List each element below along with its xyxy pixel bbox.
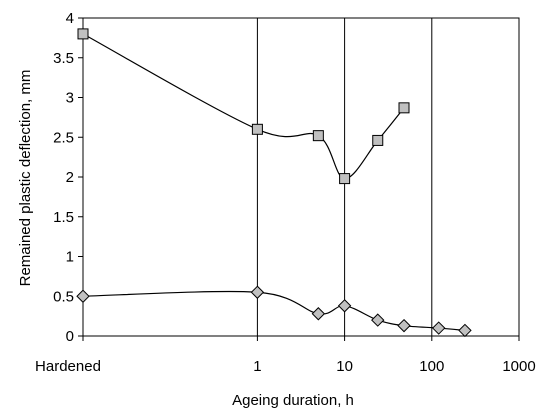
x-tick-label: 1000 (502, 358, 535, 375)
marker (250, 285, 265, 299)
marker (339, 173, 351, 185)
y-tick-label: 0.5 (53, 288, 74, 305)
plot-frame (82, 17, 520, 337)
marker (76, 289, 90, 303)
y-tick-label: 0 (66, 328, 74, 345)
x-tick-label: 1 (253, 358, 261, 375)
y-tick-label: 3.5 (53, 50, 74, 67)
y-tick-label: 2 (66, 169, 74, 186)
marker (312, 130, 324, 142)
x-axis-label: Ageing duration, h (232, 392, 354, 409)
y-tick-label: 1.5 (53, 209, 74, 226)
y-tick-label: 1 (66, 249, 74, 266)
x-tick-label: 100 (419, 358, 444, 375)
y-tick-label: 2.5 (53, 129, 74, 146)
x-tick-label: Hardened (35, 358, 101, 375)
marker (371, 313, 385, 327)
marker (398, 102, 410, 114)
marker (372, 134, 384, 146)
series-line (82, 33, 405, 180)
marker (77, 28, 89, 40)
y-axis-label: Remained plastic deflection, mm (17, 70, 34, 287)
marker (311, 307, 326, 321)
marker (251, 123, 263, 135)
x-tick-label: 10 (336, 358, 353, 375)
marker (458, 323, 472, 338)
y-tick-label: 3 (66, 90, 74, 107)
marker (337, 299, 352, 313)
y-tick-label: 4 (66, 10, 74, 27)
marker (431, 321, 446, 335)
marker (397, 318, 411, 333)
